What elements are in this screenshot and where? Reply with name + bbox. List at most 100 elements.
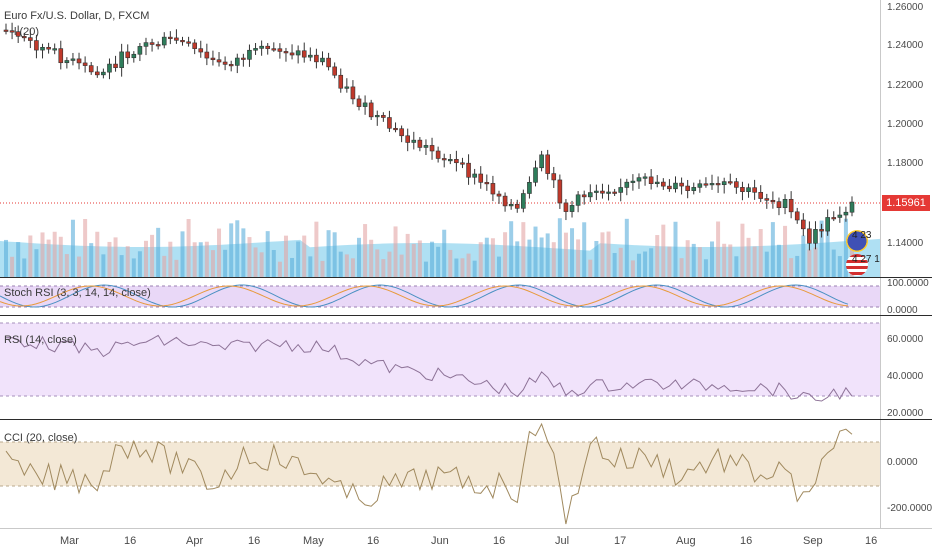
cci-pane[interactable]: CCI (20, close)	[0, 420, 880, 528]
volume-bar	[271, 249, 276, 277]
candle-body	[454, 159, 459, 164]
volume-bar	[594, 240, 599, 277]
volume-bar	[770, 222, 775, 277]
price-pane[interactable]: Euro Fx/U.S. Dollar, D, FXCM l (20) 4 23…	[0, 0, 880, 277]
candle-body	[788, 198, 794, 213]
price-axis[interactable]: 1.26000 1.24000 1.22000 1.20000 1.18000 …	[880, 0, 932, 277]
candle-body	[490, 183, 496, 195]
candle-body	[9, 30, 15, 33]
candle-body	[350, 86, 356, 100]
rsi-pane[interactable]: RSI (14, close)	[0, 316, 880, 419]
candle-body	[697, 183, 703, 188]
volume-bar	[752, 246, 757, 277]
candle-body	[277, 48, 283, 52]
volume-bar	[143, 240, 148, 277]
candle-body	[216, 59, 222, 63]
candle-body	[521, 193, 526, 209]
volume-bar	[509, 221, 514, 277]
volume-bar	[570, 228, 575, 277]
cci-label[interactable]: CCI (20, close)	[4, 432, 78, 444]
volume-bar	[375, 249, 380, 277]
symbol-title[interactable]: Euro Fx/U.S. Dollar, D, FXCM	[4, 10, 150, 22]
candle-body	[429, 145, 435, 152]
candle-body	[460, 162, 465, 165]
volume-bar	[533, 226, 538, 277]
rsi-axis[interactable]: 60.0000 40.0000 20.0000	[880, 316, 932, 419]
volume-bar	[125, 246, 130, 277]
volume-bar	[253, 247, 258, 277]
price-tick: 1.26000	[887, 2, 924, 13]
candle-body	[247, 49, 252, 60]
eu-flag-icon[interactable]	[846, 230, 868, 252]
volume-bar	[405, 233, 410, 277]
candle-body	[630, 180, 636, 183]
candle-body	[259, 45, 264, 49]
volume-bar	[210, 250, 215, 277]
volume-bar	[332, 232, 337, 277]
candle-body	[228, 64, 234, 67]
stoch-rsi-pane[interactable]: Stoch RSI (3, 3, 14, 14, close)	[0, 278, 880, 315]
volume-label[interactable]: l (20)	[14, 26, 40, 38]
candle-body	[478, 173, 484, 183]
volume-bar	[600, 232, 605, 277]
cci-axis[interactable]: 0.0000 -200.0000	[880, 420, 932, 528]
volume-bar	[265, 231, 270, 277]
volume-bar	[326, 230, 331, 277]
candle-body	[746, 187, 751, 193]
price-tick: 1.18000	[887, 158, 924, 169]
time-tick: Apr	[186, 535, 204, 547]
volume-bar	[119, 255, 124, 277]
volume-bar	[10, 256, 15, 277]
us-flag-icon[interactable]	[846, 254, 868, 276]
candle-body	[679, 182, 684, 187]
volume-bar	[290, 257, 295, 277]
volume-bar	[636, 253, 641, 277]
candle-body	[721, 181, 727, 185]
candle-body	[143, 42, 149, 47]
rsi-tick: 40.0000	[887, 371, 924, 382]
cci-band	[0, 442, 880, 486]
candle-body	[502, 195, 508, 207]
candle-body	[837, 214, 843, 218]
stoch-rsi-axis[interactable]: 100.0000 0.0000	[880, 278, 932, 316]
volume-bar	[783, 225, 788, 277]
volume-bar	[387, 251, 392, 277]
volume-bar	[667, 246, 672, 277]
candle-body	[34, 40, 39, 51]
candle-body	[94, 71, 100, 76]
pane-separator[interactable]	[0, 419, 932, 420]
time-tick: 16	[865, 535, 878, 547]
volume-bar	[113, 237, 118, 277]
candle-body	[764, 198, 770, 201]
candle-body	[539, 154, 544, 169]
candle-body	[186, 41, 191, 44]
candle-body	[393, 127, 398, 131]
volume-bar	[521, 222, 526, 277]
stoch-rsi-label[interactable]: Stoch RSI (3, 3, 14, 14, close)	[4, 287, 151, 299]
volume-bar	[454, 258, 459, 277]
rsi-chart[interactable]	[0, 316, 880, 419]
volume-bar	[496, 256, 501, 277]
stoch-rsi-chart[interactable]	[0, 278, 880, 315]
candle-body	[527, 182, 532, 194]
candle-body	[283, 51, 289, 54]
rsi-label[interactable]: RSI (14, close)	[4, 334, 77, 346]
candle-body	[368, 102, 374, 118]
candle-body	[557, 179, 563, 204]
volume-bar	[618, 247, 623, 277]
candle-body	[484, 182, 490, 185]
candle-body	[387, 117, 392, 129]
cci-tick: -200.0000	[887, 503, 932, 514]
price-chart[interactable]	[0, 0, 880, 277]
candle-body	[466, 162, 471, 178]
pane-separator[interactable]	[0, 277, 932, 278]
candle-body	[594, 190, 599, 193]
cci-chart[interactable]	[0, 420, 880, 528]
time-axis[interactable]: Mar 16 Apr 16 May 16 Jun 16 Jul 17 Aug 1…	[0, 529, 880, 550]
stoch-band	[0, 286, 880, 307]
candle-body	[28, 37, 33, 41]
pane-separator[interactable]	[0, 315, 932, 316]
event-count-us: 4 27 1	[852, 254, 880, 265]
candle-body	[210, 57, 216, 61]
candle-body	[642, 176, 648, 179]
